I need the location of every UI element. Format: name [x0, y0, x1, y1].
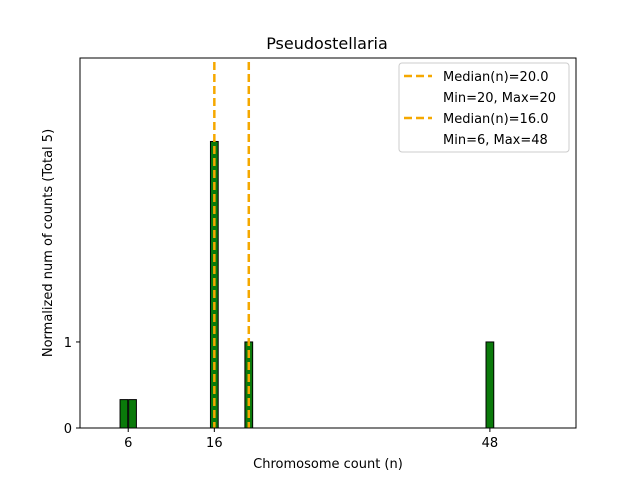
bar-1 — [128, 399, 137, 429]
median-lines-group — [213, 62, 251, 428]
legend-box — [398, 62, 570, 153]
legend-label-1: Median(n)=20.0 — [443, 70, 549, 85]
legend-sublabel-2: Min=6, Max=48 — [443, 133, 548, 148]
x-axis-ticks: 6 16 48 — [124, 428, 498, 451]
x-tick-label-2: 48 — [482, 436, 499, 451]
legend-sublabel-1: Min=20, Max=20 — [443, 91, 556, 106]
plot-area-frame — [79, 57, 577, 429]
y-tick-label-0: 0 — [64, 422, 72, 437]
chart-title: Pseudostellaria — [266, 34, 388, 53]
legend: Median(n)=20.0 Min=20, Max=20 Median(n)=… — [398, 62, 570, 153]
x-tick-label-1: 16 — [206, 436, 223, 451]
y-axis-ticks: 01 — [64, 336, 80, 437]
legend-label-2: Median(n)=16.0 — [443, 112, 549, 127]
y-axis-label: Normalized num of counts (Total 5) — [41, 129, 56, 357]
bar-4 — [485, 341, 495, 429]
y-tick-label-1: 1 — [64, 336, 72, 351]
x-axis-label: Chromosome count (n) — [253, 457, 403, 472]
x-tick-label-0: 6 — [124, 436, 132, 451]
bar-0 — [119, 399, 129, 429]
